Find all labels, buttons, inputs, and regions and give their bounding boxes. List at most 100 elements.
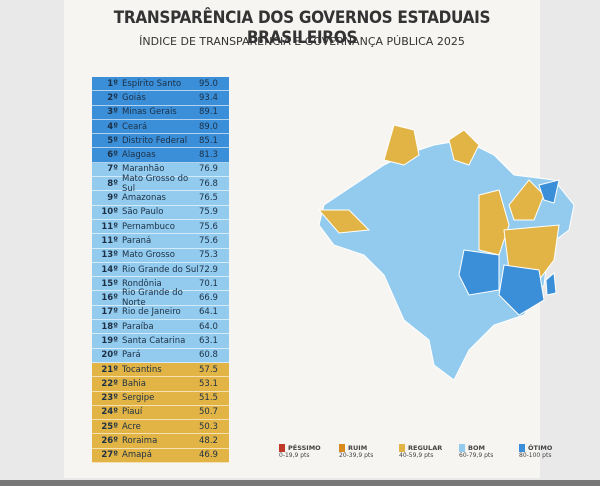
legend-head: RUIM	[339, 444, 387, 452]
legend-head: REGULAR	[399, 444, 447, 452]
score: 57.5	[199, 364, 218, 375]
ranking-row: 1º Espírito Santo 95.0	[92, 77, 229, 92]
legend-range: 80-100 pts	[519, 452, 552, 459]
state: Ceará	[122, 121, 148, 132]
rank: 17º	[101, 307, 118, 318]
state: Paraná	[122, 235, 152, 246]
legend-label: RUIM	[348, 444, 368, 452]
state: Tocantins	[122, 364, 162, 375]
ranking-row: 6º Alagoas 81.3	[92, 148, 229, 163]
state: Mato Grosso	[122, 250, 175, 261]
legend-swatch	[339, 444, 345, 452]
score: 72.9	[199, 264, 218, 275]
amapa	[448, 129, 480, 166]
ranking-row: 24º Piauí 50.7	[92, 405, 229, 421]
ranking-row: 11º Pernambuco 75.6	[92, 219, 229, 235]
ranking-row: 7º Maranhão 76.9	[92, 162, 229, 178]
ranking-row: 16º Rio Grande do Norte 66.9	[92, 288, 229, 309]
state: Sergipe	[122, 393, 155, 404]
ranking-row: 20º Pará 60.8	[92, 348, 229, 363]
legend-label: BOM	[468, 444, 485, 452]
ranking-row: 26º Roraima 48.2	[92, 434, 229, 449]
ranking-row: 8º Mato Grosso do Sul 76.8	[92, 173, 229, 194]
bottom-bar	[0, 480, 600, 486]
score: 75.6	[199, 221, 218, 232]
legend-item: REGULAR 40-59,9 pts	[399, 444, 447, 460]
rank: 23º	[101, 393, 118, 404]
score: 64.0	[199, 321, 218, 332]
state: Rio Grande do Sul	[122, 264, 199, 275]
legend-range: 0-19,9 pts	[279, 452, 310, 459]
legend-swatch	[519, 444, 525, 452]
score: 75.9	[199, 207, 218, 218]
ranking-row: 17º Rio de Janeiro 64.1	[92, 305, 229, 321]
state: Goiás	[122, 92, 146, 103]
state: Roraima	[122, 436, 158, 447]
score: 46.9	[199, 450, 218, 461]
legend-item: RUIM 20-39,9 pts	[339, 444, 387, 460]
rank: 19º	[101, 335, 118, 346]
state: Bahia	[122, 378, 146, 389]
score: 89.1	[199, 107, 218, 118]
legend: PÉSSIMO 0-19,9 pts RUIM 20-39,9 pts REGULAR 4…	[279, 444, 567, 460]
score: 75.3	[199, 250, 218, 261]
rank: 27º	[101, 450, 118, 461]
score: 76.8	[199, 178, 218, 189]
rank: 14º	[101, 264, 118, 275]
goias	[458, 249, 500, 296]
acre	[317, 209, 371, 234]
state: Rondônia	[122, 278, 162, 289]
score: 89.0	[199, 121, 218, 132]
legend-item: BOM 60-79,9 pts	[459, 444, 507, 460]
rank: 3º	[107, 107, 118, 118]
bahia	[503, 224, 560, 281]
ranking-row: 3º Minas Gerais 89.1	[92, 105, 229, 120]
rank: 4º	[107, 121, 118, 132]
score: 85.1	[199, 135, 218, 146]
state: Distrito Federal	[122, 135, 188, 146]
state: Rio Grande do Norte	[122, 288, 183, 309]
rank: 26º	[101, 436, 118, 447]
ranking-row: 23º Sergipe 51.5	[92, 391, 229, 406]
legend-item: ÓTIMO 80-100 pts	[519, 444, 567, 460]
score: 53.1	[199, 378, 218, 389]
rank: 2º	[107, 92, 118, 103]
espirito-santo	[545, 271, 557, 296]
score: 95.0	[199, 78, 218, 89]
ranking-row: 21º Tocantins 57.5	[92, 362, 229, 378]
rank: 18º	[101, 321, 118, 332]
state: Amapá	[122, 450, 152, 461]
subtitle: ÍNDICE DE TRANSPARÊNCIA E GOVERNANÇA PÚB…	[139, 35, 465, 48]
score: 64.1	[199, 307, 218, 318]
state: Pernambuco	[122, 221, 175, 232]
ceara	[538, 179, 560, 204]
score: 75.6	[199, 235, 218, 246]
state: Piauí	[122, 407, 143, 418]
state: Mato Grosso do Sul	[122, 173, 189, 194]
score: 70.1	[199, 278, 218, 289]
score: 63.1	[199, 335, 218, 346]
score: 50.7	[199, 407, 218, 418]
rank: 5º	[107, 135, 118, 146]
legend-range: 40-59,9 pts	[399, 452, 434, 459]
state: Espírito Santo	[122, 78, 182, 89]
ranking-row: 10º São Paulo 75.9	[92, 205, 229, 220]
legend-label: PÉSSIMO	[288, 444, 321, 452]
map-base	[318, 139, 575, 381]
legend-head: BOM	[459, 444, 507, 452]
rank: 13º	[101, 250, 118, 261]
ranking-table: 1º Espírito Santo 95.0 2º Goiás 93.4 3º Minas G…	[92, 77, 229, 464]
state: Paraíba	[122, 321, 154, 332]
rank: 25º	[101, 421, 118, 432]
rank: 8º	[107, 178, 118, 189]
state: Rio de Janeiro	[122, 307, 181, 318]
rank: 10º	[101, 207, 118, 218]
rank: 6º	[107, 150, 118, 161]
state: Amazonas	[122, 193, 166, 204]
rank: 15º	[101, 278, 118, 289]
legend-head: PÉSSIMO	[279, 444, 327, 452]
score: 51.5	[199, 393, 218, 404]
ranking-row: 4º Ceará 89.0	[92, 119, 229, 135]
ranking-row: 2º Goiás 93.4	[92, 91, 229, 106]
